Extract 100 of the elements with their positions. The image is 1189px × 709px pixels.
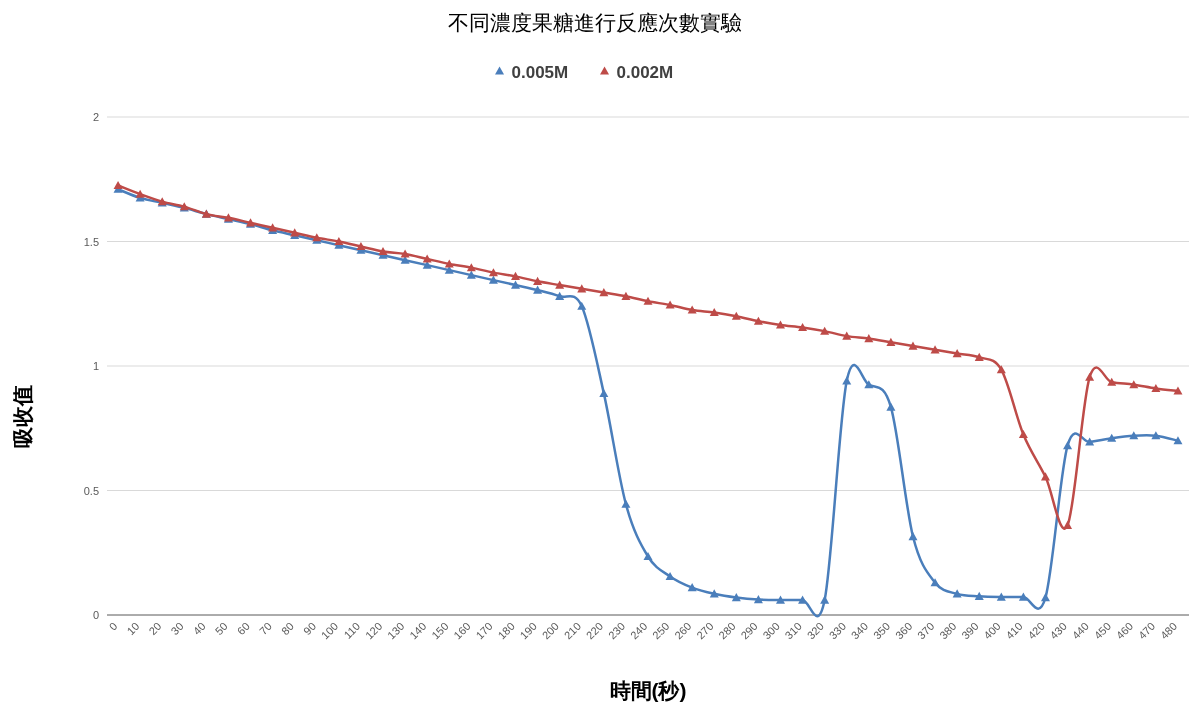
point [533, 276, 543, 285]
point [599, 288, 609, 297]
chart-title: 不同濃度果糖進行反應次數實驗 [447, 11, 742, 34]
point [820, 326, 830, 335]
x-tick-label: 140 [407, 619, 429, 642]
x-tick-label: 220 [583, 619, 606, 642]
point [1107, 377, 1117, 386]
x-tick-label: 170 [473, 619, 495, 642]
x-tick-label: 320 [804, 619, 827, 642]
point [378, 246, 388, 256]
point [1129, 380, 1139, 389]
x-tick-label: 310 [782, 619, 804, 642]
point [400, 249, 410, 258]
x-tick-label: 150 [429, 619, 451, 642]
point [886, 402, 896, 411]
point [555, 280, 565, 289]
y-tick-label: 0.5 [83, 484, 99, 497]
point [422, 254, 432, 263]
point [488, 275, 498, 284]
point [466, 263, 476, 272]
x-tick-label: 40 [190, 619, 208, 638]
point [952, 589, 962, 598]
legend-label: 0.002M [616, 63, 674, 82]
x-tick-label: 20 [146, 619, 164, 638]
x-tick-label: 430 [1047, 619, 1069, 642]
y-tick-label: 1.5 [83, 235, 99, 248]
point [555, 291, 565, 300]
point [1063, 520, 1073, 529]
point [820, 595, 830, 604]
x-tick-label: 350 [870, 619, 893, 642]
point [621, 291, 631, 300]
point [577, 301, 587, 310]
point [1129, 431, 1139, 440]
point [842, 376, 852, 385]
point [864, 380, 874, 389]
point [665, 300, 675, 309]
point [665, 571, 675, 581]
x-tick-label: 110 [341, 619, 363, 641]
x-tick-label: 90 [301, 619, 319, 638]
x-tick-label: 420 [1025, 619, 1047, 642]
x-tick-label: 390 [959, 619, 981, 642]
point [687, 305, 697, 314]
x-tick-label: 0 [106, 619, 120, 633]
point [1107, 433, 1117, 442]
x-tick-label: 280 [716, 619, 738, 642]
x-tick-label: 370 [915, 619, 937, 642]
x-tick-label: 120 [362, 619, 385, 642]
point [930, 578, 940, 587]
x-tick-label: 330 [826, 619, 849, 642]
x-tick-label: 60 [234, 619, 252, 638]
point [356, 241, 366, 251]
point [533, 285, 543, 294]
x-tick-label: 50 [212, 619, 230, 638]
x-tick-label: 200 [539, 619, 562, 642]
x-tick-label: 400 [981, 619, 1003, 642]
y-tick-label: 0 [92, 609, 99, 621]
point [731, 311, 741, 320]
x-tick-label: 230 [605, 619, 628, 642]
point [908, 532, 918, 541]
y-tick-label: 1 [92, 360, 99, 372]
point [488, 268, 498, 277]
x-axis-title: 時間(秒) [609, 679, 687, 702]
x-tick-label: 410 [1003, 619, 1025, 642]
point [444, 259, 454, 268]
y-tick-label: 2 [92, 111, 99, 123]
x-tick-label: 460 [1113, 619, 1136, 642]
point [753, 316, 763, 325]
point [996, 592, 1006, 601]
point [577, 284, 587, 293]
point [511, 280, 521, 289]
point [643, 296, 653, 305]
x-tick-label: 190 [517, 619, 540, 642]
x-tick-label: 160 [451, 619, 473, 642]
x-tick-label: 30 [168, 619, 186, 638]
x-tick-label: 480 [1157, 619, 1180, 642]
x-tick-label: 250 [650, 619, 672, 642]
point [1173, 436, 1183, 445]
point [908, 341, 918, 350]
point [621, 499, 631, 508]
x-tick-label: 210 [561, 619, 584, 642]
point [1040, 472, 1050, 481]
point [952, 349, 962, 358]
x-tick-label: 360 [892, 619, 915, 642]
x-tick-label: 450 [1091, 619, 1114, 642]
x-tick-label: 180 [495, 619, 517, 642]
point [731, 593, 741, 602]
point [687, 583, 697, 592]
point [599, 388, 609, 397]
x-tick-label: 10 [124, 619, 142, 638]
x-tick-label: 470 [1135, 619, 1158, 642]
x-tick-label: 270 [694, 619, 716, 642]
point [864, 334, 874, 343]
point [775, 320, 785, 329]
x-tick-label: 70 [256, 619, 275, 638]
x-tick-label: 240 [627, 619, 650, 642]
point [466, 270, 476, 279]
x-tick-label: 440 [1069, 619, 1092, 642]
point [996, 365, 1006, 374]
point [709, 589, 719, 598]
x-tick-label: 340 [848, 619, 871, 642]
